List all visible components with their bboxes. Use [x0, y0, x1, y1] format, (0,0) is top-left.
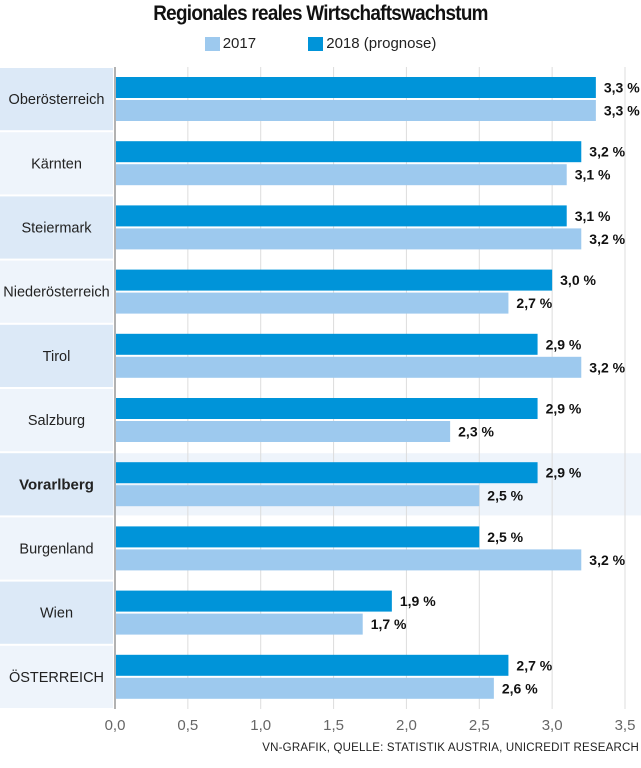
- category-label: Kärnten: [31, 156, 82, 172]
- data-label: 2,9 %: [546, 465, 582, 481]
- x-tick-label: 1,0: [250, 717, 271, 734]
- data-label: 2,5 %: [487, 529, 523, 545]
- legend-label-2017: 2017: [222, 35, 257, 52]
- category-label: Niederösterreich: [3, 285, 109, 301]
- category-label: Burgenland: [19, 542, 93, 558]
- bar-2018: [116, 590, 392, 612]
- data-label: 2,7 %: [516, 295, 552, 311]
- x-tick-label: 2,0: [396, 717, 417, 734]
- bar-2018: [116, 205, 567, 227]
- data-label: 1,7 %: [371, 616, 407, 632]
- bar-2018: [116, 77, 596, 98]
- row-label-bg: [0, 389, 113, 452]
- category-label: ÖSTERREICH: [9, 668, 104, 686]
- legend-item-2018: 2018 (prognose): [308, 35, 436, 52]
- bar-2017: [116, 613, 363, 635]
- bar-2018: [116, 654, 509, 676]
- bar-2017: [116, 485, 480, 507]
- x-tick-label: 0,5: [177, 717, 198, 734]
- category-label: Oberösterreich: [9, 92, 105, 108]
- data-label: 3,3 %: [604, 80, 640, 96]
- legend: 2017 2018 (prognose): [0, 35, 641, 55]
- x-tick-label: 3,5: [615, 717, 636, 734]
- legend-swatch-2018: [308, 36, 324, 51]
- data-label: 3,0 %: [560, 272, 596, 288]
- x-tick-label: 2,5: [469, 717, 490, 734]
- bar-2018: [116, 333, 538, 355]
- category-label: Salzburg: [28, 413, 85, 429]
- bar-2017: [116, 164, 567, 186]
- x-tick-label: 1,5: [323, 717, 344, 734]
- data-label: 3,3 %: [604, 103, 640, 119]
- category-label: Tirol: [43, 349, 71, 365]
- data-label: 3,1 %: [575, 208, 611, 224]
- data-label: 3,2 %: [589, 359, 625, 375]
- legend-item-2017: 2017: [204, 35, 257, 52]
- source-note: VN-GRAFIK, QUELLE: STATISTIK AUSTRIA, UN…: [262, 742, 639, 754]
- data-label: 2,5 %: [487, 488, 523, 504]
- x-tick-label: 3,0: [542, 717, 563, 734]
- data-label: 3,1 %: [575, 167, 611, 183]
- data-label: 2,9 %: [546, 401, 582, 417]
- row-label-bg: [0, 132, 113, 195]
- bar-2018: [116, 398, 538, 419]
- bar-2017: [116, 421, 451, 442]
- bar-2018: [116, 462, 538, 484]
- bar-2017: [116, 228, 582, 250]
- legend-label-2018: 2018 (prognose): [326, 35, 437, 52]
- bar-2017: [116, 292, 509, 314]
- bar-2017: [116, 356, 582, 378]
- row-label-bg: [0, 68, 113, 131]
- x-tick-label: 0,0: [105, 717, 126, 734]
- chart-title: Regionales reales Wirtschaftswachstum: [153, 2, 488, 25]
- row-label-bg: [0, 581, 113, 644]
- bar-2018: [116, 526, 480, 548]
- category-label: Wien: [40, 606, 73, 622]
- category-label: Vorarlberg: [19, 476, 94, 493]
- bar-2018: [116, 269, 553, 291]
- legend-swatch-2017: [204, 36, 220, 51]
- data-label: 2,7 %: [516, 657, 552, 673]
- data-label: 3,2 %: [589, 552, 625, 568]
- row-label-bg: [0, 645, 113, 708]
- row-label-bg: [0, 196, 113, 259]
- bar-2017: [116, 100, 596, 121]
- data-label: 2,3 %: [458, 424, 494, 440]
- row-label-bg: [0, 517, 113, 580]
- data-label: 3,2 %: [589, 231, 625, 247]
- data-label: 2,6 %: [502, 680, 538, 696]
- bar-2017: [116, 549, 582, 571]
- category-label: Steiermark: [21, 221, 92, 237]
- data-label: 2,9 %: [546, 336, 582, 352]
- bar-2018: [116, 141, 582, 163]
- data-label: 3,2 %: [589, 144, 625, 160]
- bar-2017: [116, 677, 494, 699]
- data-label: 1,9 %: [400, 593, 436, 609]
- row-label-bg: [0, 324, 113, 387]
- row-label-bg: [0, 453, 113, 516]
- row-label-bg: [0, 260, 113, 323]
